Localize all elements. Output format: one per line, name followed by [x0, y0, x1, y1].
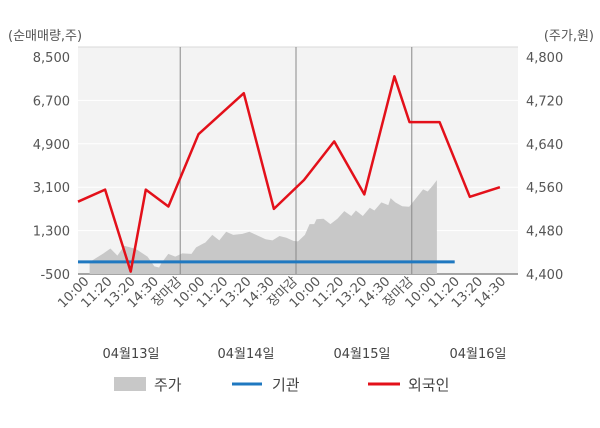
right-tick-label: 4,720	[526, 94, 563, 109]
date-label: 04월15일	[333, 347, 390, 362]
right-tick-label: 4,480	[526, 225, 563, 240]
left-tick-label: 3,100	[33, 181, 70, 196]
legend-label-foreigner: 외국인	[408, 376, 449, 394]
right-tick-label: 4,400	[526, 268, 563, 283]
right-axis-label: (주가,원)	[544, 29, 594, 44]
legend: 주가 기관 외국인	[114, 376, 449, 394]
left-tick-label: 1,300	[33, 225, 70, 240]
legend-swatch-price	[114, 377, 146, 391]
x-axis-ticks: 10:0011:2013:2014:30장마감10:0011:2013:2014…	[55, 274, 509, 311]
left-tick-label: -500	[40, 268, 70, 283]
date-label: 04월14일	[217, 347, 274, 362]
date-label: 04월16일	[449, 347, 506, 362]
legend-label-institution: 기관	[272, 376, 300, 394]
date-label: 04월13일	[102, 347, 159, 362]
series-lines	[77, 75, 501, 273]
legend-label-price: 주가	[154, 376, 182, 394]
right-tick-label: 4,800	[526, 51, 563, 66]
day-separator-lines	[179, 47, 413, 274]
price-area	[89, 180, 437, 274]
date-labels: 04월13일 04월14일 04월15일 04월16일	[102, 347, 506, 362]
price-area-path	[89, 180, 437, 274]
right-axis-ticks: 4,800 4,720 4,640 4,560 4,480 4,400	[526, 51, 563, 283]
left-tick-label: 8,500	[33, 51, 70, 66]
left-tick-label: 4,900	[33, 138, 70, 153]
foreigner-line	[77, 75, 501, 273]
left-axis-label: (순매매량,주)	[8, 29, 82, 44]
right-tick-label: 4,560	[526, 181, 563, 196]
plot-background	[78, 47, 518, 275]
left-axis-ticks: 8,500 6,700 4,900 3,100 1,300 -500	[33, 51, 70, 283]
right-tick-label: 4,640	[526, 138, 563, 153]
left-tick-label: 6,700	[33, 94, 70, 109]
